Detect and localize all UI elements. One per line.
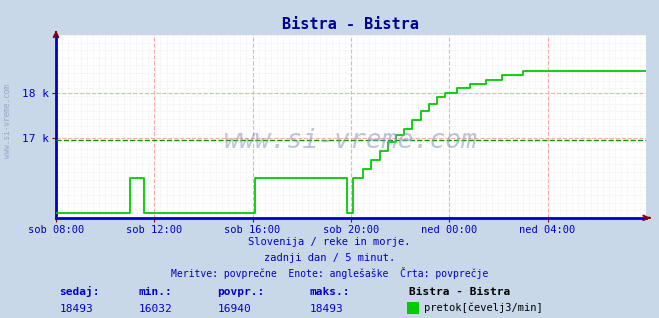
Text: Slovenija / reke in morje.: Slovenija / reke in morje. bbox=[248, 238, 411, 247]
Text: min.:: min.: bbox=[138, 287, 172, 297]
Text: pretok[čevelj3/min]: pretok[čevelj3/min] bbox=[424, 302, 542, 313]
Text: Meritve: povprečne  Enote: anglešaške  Črta: povprečje: Meritve: povprečne Enote: anglešaške Črt… bbox=[171, 267, 488, 279]
Text: 16032: 16032 bbox=[138, 304, 172, 314]
Text: zadnji dan / 5 minut.: zadnji dan / 5 minut. bbox=[264, 253, 395, 263]
Text: Bistra - Bistra: Bistra - Bistra bbox=[409, 287, 510, 297]
Title: Bistra - Bistra: Bistra - Bistra bbox=[283, 17, 419, 32]
Text: 18493: 18493 bbox=[59, 304, 93, 314]
Text: www.si-vreme.com: www.si-vreme.com bbox=[224, 128, 478, 154]
Text: www.si-vreme.com: www.si-vreme.com bbox=[3, 84, 13, 158]
Text: sedaj:: sedaj: bbox=[59, 286, 100, 297]
Text: povpr.:: povpr.: bbox=[217, 287, 265, 297]
Text: maks.:: maks.: bbox=[310, 287, 350, 297]
Text: 16940: 16940 bbox=[217, 304, 251, 314]
Text: 18493: 18493 bbox=[310, 304, 343, 314]
